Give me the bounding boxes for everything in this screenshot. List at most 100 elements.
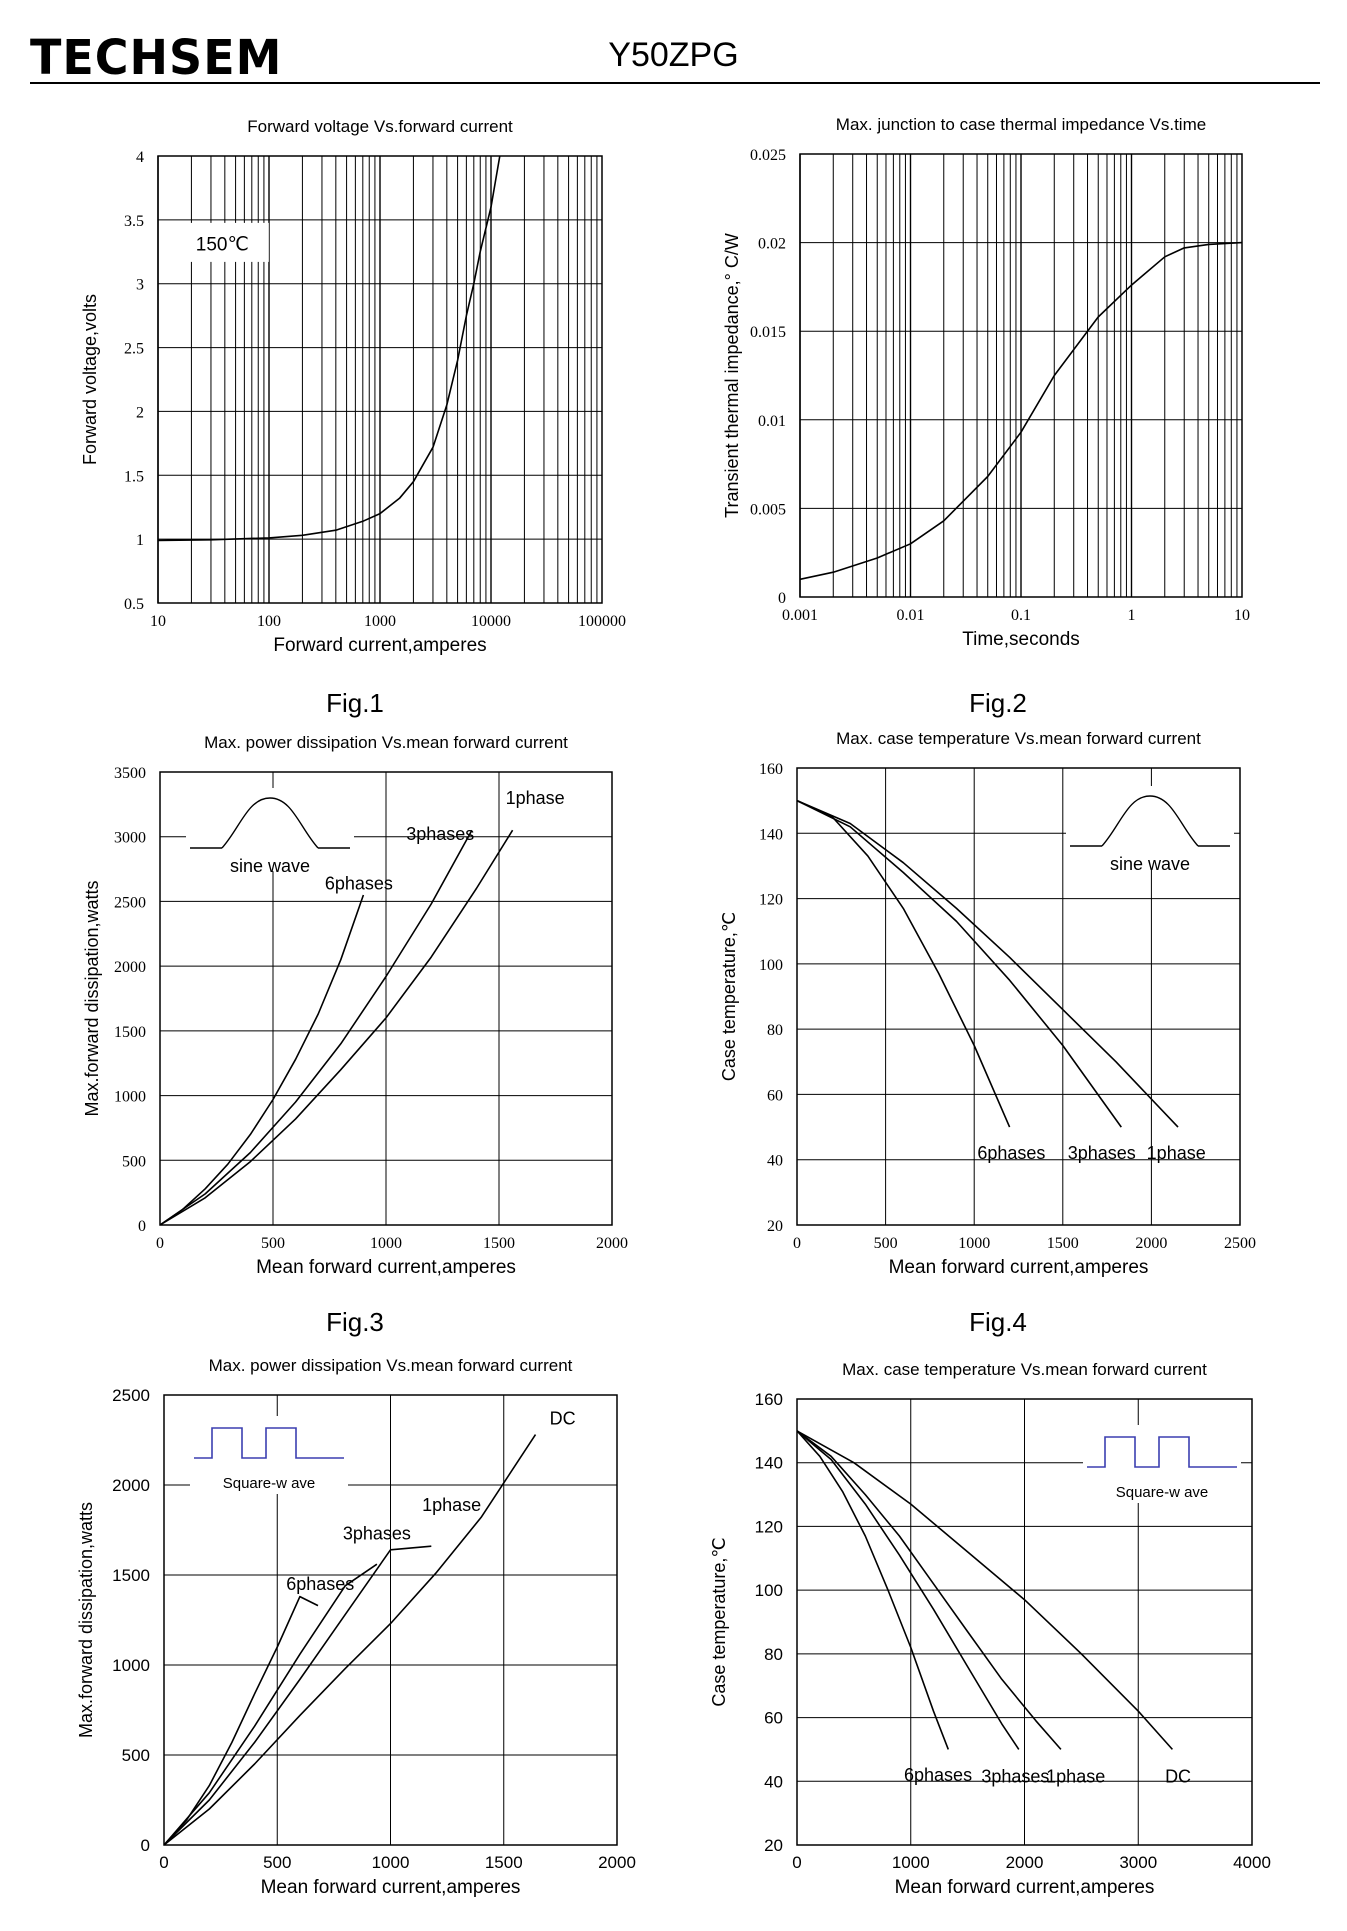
fig1-annotation-box — [179, 222, 269, 262]
fig3-xtick-label: 1000 — [370, 1235, 402, 1252]
fig6-xtick-label: 3000 — [1119, 1853, 1157, 1872]
fig2-ylabel: Transient thermal impedance,° C/W — [722, 233, 742, 518]
fig2-label: Fig.2 — [969, 688, 1027, 718]
fig6-series-label: 1phase — [1046, 1767, 1105, 1787]
fig4-ytick-label: 40 — [767, 1153, 783, 1170]
fig4-label: Fig.4 — [969, 1307, 1027, 1337]
fig6-ytick-label: 160 — [755, 1390, 783, 1409]
fig3-inset-label: sine wave — [230, 856, 310, 876]
fig3-ytick-label: 3500 — [114, 765, 146, 782]
fig3-series-3phases — [159, 829, 473, 1226]
fig1-ylabel: Forward voltage,volts — [80, 294, 100, 465]
fig1-xtick-label: 100 — [257, 613, 281, 630]
square-wave-icon — [194, 1427, 344, 1459]
fig3-ytick-label: 3000 — [114, 830, 146, 847]
fig5-inset: Square-w ave — [190, 1416, 348, 1494]
fig6-inset: Square-w ave — [1083, 1425, 1241, 1503]
fig5-ytick-label: 500 — [122, 1746, 150, 1765]
fig6-series-6phases — [796, 1430, 950, 1750]
fig1-ytick-label: 4 — [136, 149, 144, 166]
fig1-xtick-label: 100000 — [578, 613, 626, 630]
fig1-label: Fig.1 — [326, 688, 384, 718]
fig2-ytick-label: 0.005 — [750, 501, 786, 518]
fig2-plot-frame — [799, 153, 1243, 598]
fig4-ytick-label: 20 — [767, 1218, 783, 1235]
fig1-xtick-label: 10 — [150, 613, 166, 630]
header-rule — [30, 82, 1320, 84]
fig4-ytick-label: 140 — [759, 826, 783, 843]
inset-bg — [186, 788, 354, 872]
fig1-ytick-label: 2 — [136, 404, 144, 421]
fig3-series-label: 1phase — [506, 788, 565, 808]
model-number: Y50ZPG — [608, 36, 739, 74]
inset-bg — [190, 1416, 348, 1494]
fig6-ytick-label: 20 — [764, 1836, 783, 1855]
fig4-ytick-label: 80 — [767, 1022, 783, 1039]
fig1-ytick-label: 3 — [136, 277, 144, 294]
fig2-xtick-label: 10 — [1234, 607, 1250, 624]
fig6-ytick-label: 80 — [764, 1645, 783, 1664]
fig2-series-curve — [799, 241, 1243, 581]
fig2-title: Max. junction to case thermal impedance … — [836, 115, 1206, 134]
fig2-xtick-label: 0.01 — [897, 607, 925, 624]
fig2-ytick-label: 0 — [778, 590, 786, 607]
fig3-ytick-label: 0 — [138, 1218, 146, 1235]
fig4-series-label: 1phase — [1147, 1143, 1206, 1163]
fig1-xlabel: Forward current,amperes — [273, 635, 486, 656]
fig5-plot-frame — [163, 1394, 618, 1846]
fig6-ytick-label: 120 — [755, 1517, 783, 1536]
fig3-inset: sine wave — [186, 788, 354, 876]
fig1-ytick-label: 2.5 — [124, 341, 144, 358]
fig1-series-curve — [157, 155, 501, 542]
fig5-xtick-label: 1000 — [372, 1853, 410, 1872]
fig1-plot-frame — [157, 155, 603, 604]
fig2-xtick-label: 0.1 — [1011, 607, 1031, 624]
fig5-xtick-label: 1500 — [485, 1853, 523, 1872]
fig6-xtick-label: 0 — [792, 1853, 801, 1872]
fig4-inset: sine wave — [1066, 786, 1234, 874]
fig6-xtick-label: 1000 — [892, 1853, 930, 1872]
fig5-ytick-label: 1000 — [112, 1656, 150, 1675]
fig6-series-label: 6phases — [904, 1765, 972, 1785]
fig4-series-label: 3phases — [1068, 1143, 1136, 1163]
fig6-ytick-label: 140 — [755, 1454, 783, 1473]
fig6-xtick-label: 4000 — [1233, 1853, 1271, 1872]
fig6-inset-label: Square-w ave — [1116, 1484, 1209, 1501]
fig4-xtick-label: 1500 — [1047, 1235, 1079, 1252]
square-wave-icon — [1087, 1436, 1237, 1468]
fig3-xlabel: Mean forward current,amperes — [256, 1257, 516, 1278]
fig3-ylabel: Max.forward dissipation,watts — [82, 880, 102, 1116]
fig3-label: Fig.3 — [326, 1307, 384, 1337]
fig2-xtick-label: 0.001 — [782, 607, 818, 624]
fig6-ytick-label: 40 — [764, 1772, 783, 1791]
fig3-xtick-label: 0 — [156, 1235, 164, 1252]
fig2-xlabel: Time,seconds — [962, 629, 1080, 650]
fig1-title: Forward voltage Vs.forward current — [247, 117, 513, 136]
sine-wave-icon — [221, 797, 319, 849]
fig5-inset-label: Square-w ave — [223, 1475, 316, 1492]
fig6-series-label: 3phases — [981, 1767, 1049, 1787]
fig4-series-label: 6phases — [977, 1143, 1045, 1163]
fig4-inset-label: sine wave — [1110, 854, 1190, 874]
fig1-annotation: 150℃ — [196, 234, 249, 255]
fig5-xtick-label: 0 — [159, 1853, 168, 1872]
fig2-grid — [799, 153, 1242, 598]
fig4-ylabel: Case temperature,℃ — [719, 912, 739, 1081]
fig3-xtick-label: 500 — [261, 1235, 285, 1252]
fig3-title: Max. power dissipation Vs.mean forward c… — [204, 733, 568, 752]
fig5-series-DC — [163, 1434, 537, 1846]
fig1-xtick-label: 10000 — [471, 613, 511, 630]
fig6-series-3phases — [796, 1430, 1020, 1750]
sine-wave-icon — [1101, 795, 1199, 847]
fig6-ytick-label: 60 — [764, 1709, 783, 1728]
inset-bg — [1083, 1425, 1241, 1503]
fig5-series-label: 6phases — [286, 1574, 354, 1594]
fig6-series-DC — [796, 1430, 1173, 1750]
fig6-xtick-label: 2000 — [1006, 1853, 1044, 1872]
fig3-series-label: 6phases — [325, 873, 393, 893]
